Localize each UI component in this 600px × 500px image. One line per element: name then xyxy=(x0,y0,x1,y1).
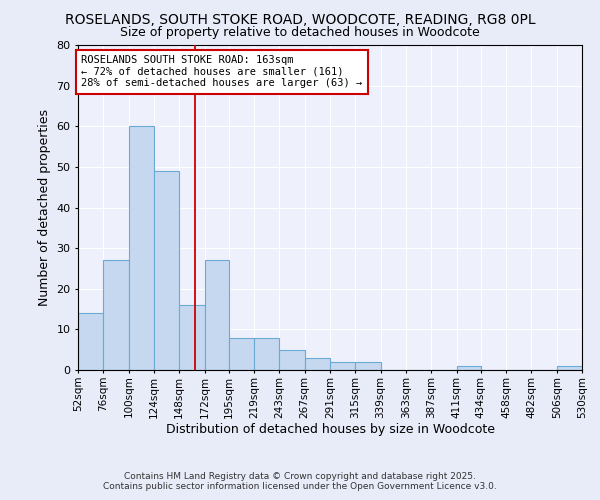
Bar xyxy=(254,338,280,370)
Text: ROSELANDS, SOUTH STOKE ROAD, WOODCOTE, READING, RG8 0PL: ROSELANDS, SOUTH STOKE ROAD, WOODCOTE, R… xyxy=(65,12,535,26)
Bar xyxy=(229,338,254,370)
Text: Contains HM Land Registry data © Crown copyright and database right 2025.
Contai: Contains HM Land Registry data © Crown c… xyxy=(103,472,497,491)
Bar xyxy=(457,366,481,370)
X-axis label: Distribution of detached houses by size in Woodcote: Distribution of detached houses by size … xyxy=(166,423,494,436)
Bar xyxy=(179,305,205,370)
Bar xyxy=(557,366,582,370)
Text: Size of property relative to detached houses in Woodcote: Size of property relative to detached ho… xyxy=(120,26,480,39)
Bar xyxy=(154,171,179,370)
Bar xyxy=(305,358,330,370)
Bar xyxy=(355,362,380,370)
Bar xyxy=(330,362,355,370)
Bar xyxy=(280,350,305,370)
Y-axis label: Number of detached properties: Number of detached properties xyxy=(38,109,50,306)
Bar xyxy=(128,126,154,370)
Bar xyxy=(78,313,103,370)
Bar xyxy=(205,260,229,370)
Text: ROSELANDS SOUTH STOKE ROAD: 163sqm
← 72% of detached houses are smaller (161)
28: ROSELANDS SOUTH STOKE ROAD: 163sqm ← 72%… xyxy=(81,55,362,88)
Bar xyxy=(103,260,128,370)
